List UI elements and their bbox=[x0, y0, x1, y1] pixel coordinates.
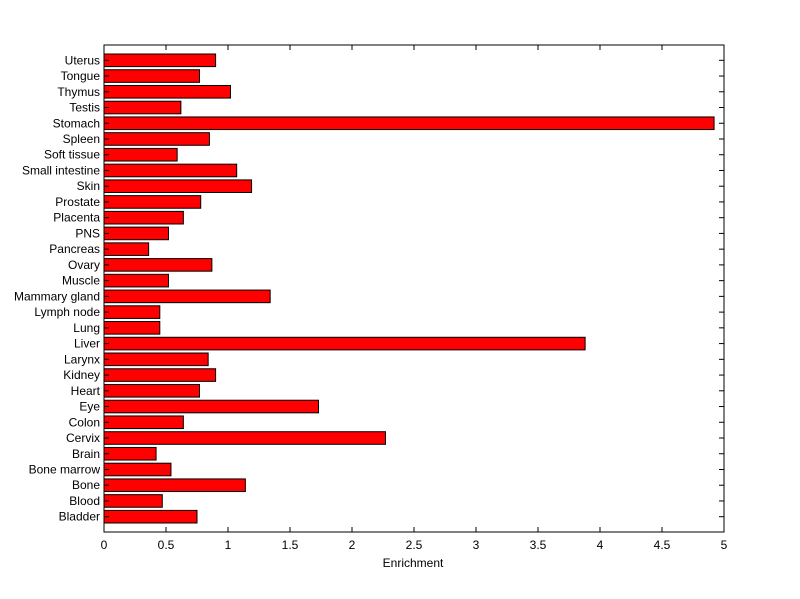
bar-skin bbox=[103, 179, 253, 193]
bar-lung bbox=[103, 321, 161, 335]
bar-pancreas bbox=[103, 242, 150, 256]
bar-testis bbox=[103, 100, 182, 115]
y-tick-label-heart: Heart bbox=[71, 384, 101, 398]
bar-bone bbox=[103, 478, 246, 493]
bar-bladder bbox=[103, 509, 198, 524]
y-tick-label-bladder: Bladder bbox=[59, 510, 100, 524]
x-tick-label-1: 0.5 bbox=[158, 538, 175, 552]
y-tick-label-blood: Blood bbox=[69, 494, 100, 508]
y-tick-label-tongue: Tongue bbox=[61, 69, 101, 83]
y-tick-label-spleen: Spleen bbox=[63, 132, 100, 146]
bar-eye bbox=[103, 399, 320, 414]
x-tick-label-0: 0 bbox=[101, 538, 108, 552]
x-tick-label-2: 1 bbox=[225, 538, 232, 552]
bar-small-intestine bbox=[103, 163, 238, 178]
y-tick-label-pancreas: Pancreas bbox=[49, 242, 100, 256]
y-tick-label-thymus: Thymus bbox=[57, 85, 100, 99]
bar-stomach bbox=[103, 116, 715, 131]
y-tick-label-prostate: Prostate bbox=[55, 195, 100, 209]
y-tick-label-skin: Skin bbox=[77, 179, 100, 193]
y-tick-label-larynx: Larynx bbox=[64, 352, 100, 366]
y-tick-label-soft-tissue: Soft tissue bbox=[44, 148, 100, 162]
bar-larynx bbox=[103, 352, 209, 367]
bar-ovary bbox=[103, 258, 213, 272]
y-tick-label-lung: Lung bbox=[73, 321, 100, 335]
y-tick-label-cervix: Cervix bbox=[66, 431, 100, 445]
x-tick-label-4: 2 bbox=[349, 538, 356, 552]
y-tick-label-kidney: Kidney bbox=[63, 368, 100, 382]
x-tick-label-3: 1.5 bbox=[282, 538, 299, 552]
y-tick-label-lymph-node: Lymph node bbox=[34, 305, 100, 319]
y-tick-label-uterus: Uterus bbox=[65, 53, 100, 67]
y-tick-label-stomach: Stomach bbox=[53, 116, 100, 130]
bar-brain bbox=[103, 446, 157, 461]
bar-thymus bbox=[103, 84, 231, 99]
y-tick-label-placenta: Placenta bbox=[53, 211, 100, 225]
bars-layer bbox=[103, 53, 715, 524]
bar-uterus bbox=[103, 53, 217, 68]
bar-pns bbox=[103, 226, 169, 241]
bar-tongue bbox=[103, 69, 200, 83]
bar-lymph-node bbox=[103, 305, 161, 319]
bar-soft-tissue bbox=[103, 147, 178, 162]
bar-colon bbox=[103, 415, 184, 430]
bar-spleen bbox=[103, 132, 210, 146]
y-tick-label-muscle: Muscle bbox=[62, 274, 100, 288]
bar-prostate bbox=[103, 195, 202, 209]
x-axis-title: Enrichment bbox=[383, 556, 444, 570]
y-tick-label-colon: Colon bbox=[69, 415, 100, 429]
bar-kidney bbox=[103, 368, 217, 382]
bar-blood bbox=[103, 494, 163, 508]
bar-muscle bbox=[103, 273, 169, 288]
x-tick-label-10: 5 bbox=[721, 538, 728, 552]
y-tick-label-ovary: Ovary bbox=[68, 258, 100, 272]
x-tick-label-7: 3.5 bbox=[530, 538, 547, 552]
y-tick-label-pns: PNS bbox=[75, 226, 100, 240]
bar-liver bbox=[103, 336, 586, 351]
y-tick-label-bone-marrow: Bone marrow bbox=[29, 462, 101, 476]
y-tick-label-small-intestine: Small intestine bbox=[22, 163, 100, 177]
x-tick-label-8: 4 bbox=[597, 538, 604, 552]
y-tick-label-mammary-gland: Mammary gland bbox=[14, 289, 100, 303]
x-tick-label-5: 2.5 bbox=[406, 538, 423, 552]
y-tick-label-bone: Bone bbox=[72, 478, 100, 492]
bar-bone-marrow bbox=[103, 462, 172, 477]
y-tick-label-brain: Brain bbox=[72, 447, 100, 461]
x-axis: 0 0.5 1 1.5 2 2.5 3 3.5 4 4.5 5 bbox=[101, 45, 728, 552]
y-tick-label-liver: Liver bbox=[74, 337, 100, 351]
bar-placenta bbox=[103, 210, 184, 225]
x-tick-label-6: 3 bbox=[473, 538, 480, 552]
y-tick-label-testis: Testis bbox=[69, 101, 100, 115]
bar-mammary-gland bbox=[103, 289, 271, 304]
y-tick-label-eye: Eye bbox=[79, 400, 100, 414]
x-tick-label-9: 4.5 bbox=[654, 538, 671, 552]
bar-heart bbox=[103, 384, 200, 398]
bar-cervix bbox=[103, 431, 386, 445]
